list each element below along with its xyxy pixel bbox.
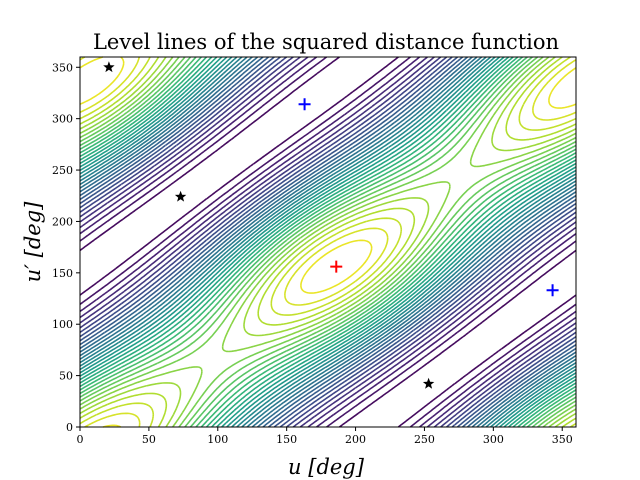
plus-marker: [298, 98, 311, 111]
plus-marker: [546, 284, 559, 297]
y-tick-label: 200: [52, 215, 73, 228]
x-tick-label: 200: [345, 433, 366, 446]
contour-level-6: [79, 56, 577, 428]
contour-level-24: [79, 56, 577, 428]
contour-level-14: [79, 56, 577, 428]
contour-level-19: [79, 56, 577, 428]
contour-level-26: [79, 56, 577, 428]
x-tick-label: 300: [483, 433, 504, 446]
contour-level-7: [79, 56, 577, 428]
contour-level-3: [79, 56, 577, 428]
x-tick-label: 0: [77, 433, 84, 446]
y-tick-label: 350: [52, 61, 73, 74]
contour-level-20: [79, 56, 577, 428]
x-tick-label: 250: [414, 433, 435, 446]
contour-level-33: [79, 56, 577, 428]
contour-level-16: [79, 56, 577, 428]
contour-level-22: [79, 56, 577, 428]
markers: [103, 61, 559, 389]
y-tick-label: 250: [52, 164, 73, 177]
contour-level-4: [79, 56, 577, 428]
contour-level-25: [79, 56, 577, 428]
contour-level-8: [79, 56, 577, 428]
contour-level-15: [79, 56, 577, 428]
y-tick-label: 50: [59, 370, 73, 383]
x-axis-label: u [deg]: [288, 455, 365, 479]
y-axis-label: u′ [deg]: [21, 201, 45, 282]
contour-level-23: [79, 56, 577, 428]
contour-level-9: [79, 56, 577, 428]
y-ticks: 0 50 100 150 200 250 300 350: [52, 61, 80, 434]
y-tick-label: 0: [66, 421, 73, 434]
contour-level-32: [79, 56, 577, 428]
plus-marker: [330, 260, 343, 273]
y-tick-label: 100: [52, 318, 73, 331]
x-tick-label: 50: [142, 433, 156, 446]
contour-level-17: [79, 56, 577, 428]
contour-level-5: [79, 56, 577, 428]
contour-level-1: [79, 56, 577, 428]
star-marker: [174, 190, 187, 202]
x-tick-label: 150: [276, 433, 297, 446]
x-tick-label: 100: [207, 433, 228, 446]
contour-level-13: [79, 56, 577, 428]
contour-level-18: [79, 56, 577, 428]
y-tick-label: 300: [52, 113, 73, 126]
star-marker: [103, 61, 115, 73]
chart-title: Level lines of the squared distance func…: [93, 30, 559, 54]
y-tick-label: 150: [52, 267, 73, 280]
contour-level-2: [79, 56, 577, 428]
contour-level-28: [79, 56, 577, 428]
contour-level-10: [79, 56, 577, 428]
contour-level-29: [79, 56, 577, 428]
x-ticks: 0 50 100 150 200 250 300 350: [77, 427, 573, 446]
contour-level-27: [79, 56, 577, 428]
contour-level-21: [79, 56, 577, 428]
contour-level-30: [79, 56, 577, 428]
axes-frame: [79, 56, 577, 428]
contour-level-12: [79, 56, 577, 428]
star-marker: [422, 377, 435, 389]
contour-level-11: [79, 56, 577, 428]
contour-lines: [79, 56, 577, 428]
x-tick-label: 350: [552, 433, 573, 446]
contour-level-31: [79, 56, 577, 428]
